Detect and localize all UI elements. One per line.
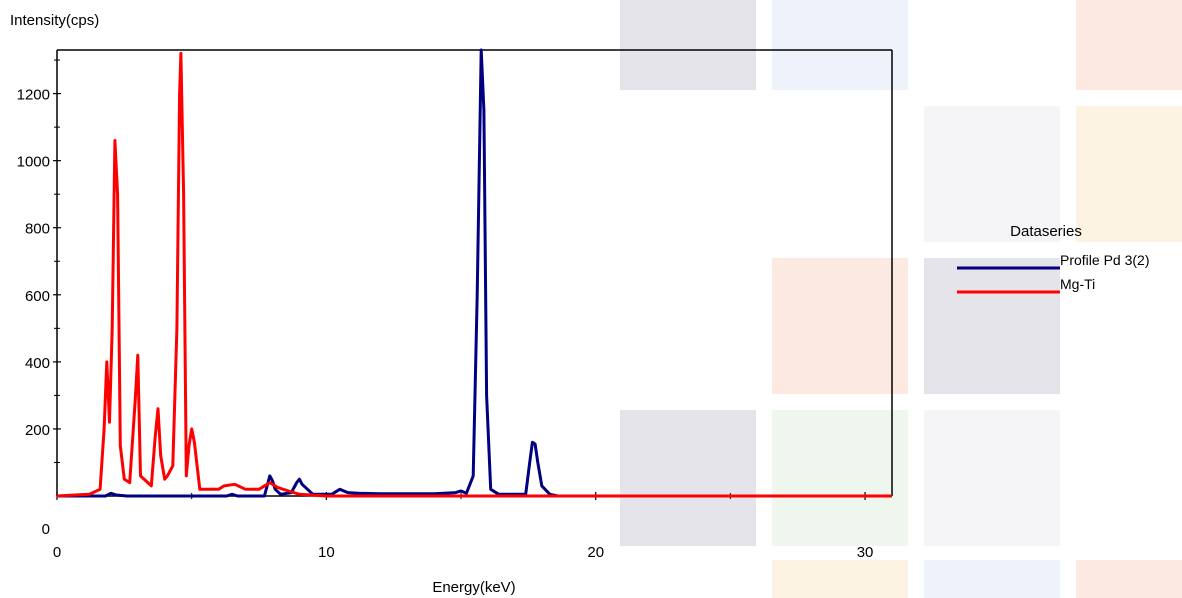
y-tick-label: 200 (25, 422, 50, 439)
x-tick-label: 20 (587, 544, 604, 561)
y-axis-ticks: 0 200 400 600 800 1000 1200 (17, 59, 61, 538)
background-tile (772, 0, 908, 90)
background-tile (1076, 560, 1182, 598)
legend-label-mg-ti: Mg-Ti (1060, 276, 1095, 292)
y-axis-title: Intensity(cps) (10, 12, 99, 29)
background-tile (620, 0, 756, 90)
background-tile (924, 106, 1060, 242)
background-tile (620, 410, 756, 546)
x-tick-label: 0 (53, 544, 61, 561)
series-line-profile-pd (57, 48, 892, 498)
background-tile (924, 410, 1060, 546)
y-tick-label: 600 (25, 288, 50, 305)
x-axis-title: Energy(keV) (432, 579, 515, 596)
background-tile (924, 560, 1060, 598)
legend-label-profile-pd: Profile Pd 3(2) (1060, 252, 1149, 268)
y-tick-label: 0 (42, 521, 50, 538)
background-tile (772, 560, 908, 598)
background-tile (1076, 106, 1182, 242)
series-layer (56, 48, 892, 498)
legend: Dataseries Profile Pd 3(2) Mg-Ti (957, 223, 1149, 294)
background-tile (772, 410, 908, 546)
y-tick-label: 1200 (17, 87, 50, 104)
background-tile (772, 258, 908, 394)
x-tick-label: 30 (857, 544, 874, 561)
y-tick-label: 400 (25, 355, 50, 372)
legend-title: Dataseries (1010, 223, 1082, 240)
x-tick-label: 10 (318, 544, 335, 561)
series-line-mg-ti (56, 51, 892, 498)
y-tick-label: 1000 (17, 154, 50, 171)
background-tile (1076, 0, 1182, 90)
y-tick-label: 800 (25, 221, 50, 238)
x-axis-ticks: 0 10 20 30 (53, 492, 874, 561)
background-tile (924, 258, 1060, 394)
